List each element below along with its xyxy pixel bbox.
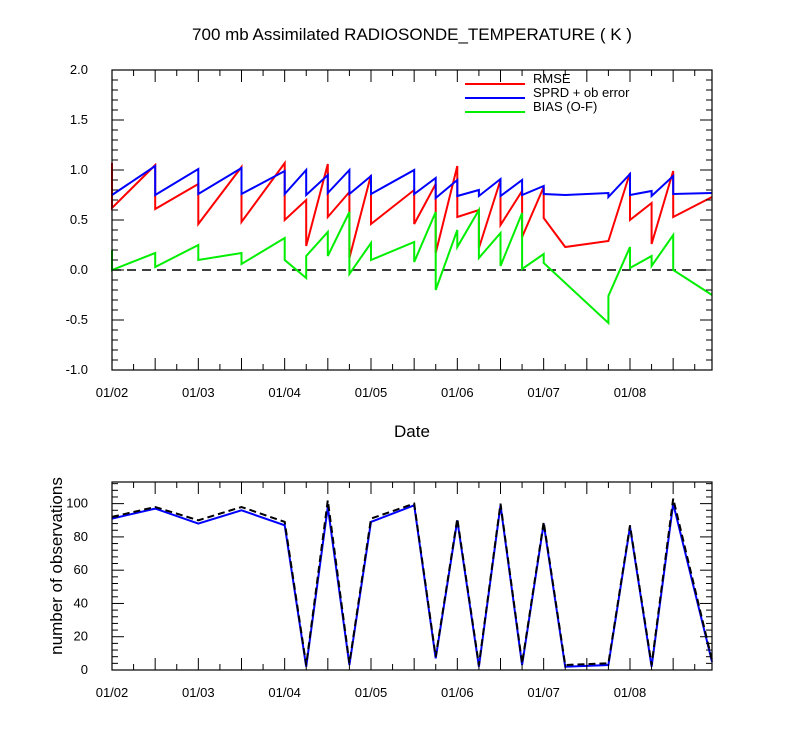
plot-frame [111,481,713,671]
x-tick-label: 01/05 [355,685,388,700]
y-tick-label: 0.0 [70,262,88,277]
y-tick-label: 60 [74,562,88,577]
legend-label-1: RMSE [533,71,571,86]
x-tick-label: 01/08 [614,685,647,700]
series-line-sprd-ob-error [111,164,713,201]
legend-label-2: SPRD + ob error [533,85,630,100]
legend-label-3: BIAS (O-F) [533,99,597,114]
x-tick-label: 01/08 [614,385,647,400]
x-tick-label: 01/04 [268,385,301,400]
x-tick-label: 01/06 [441,385,474,400]
y-tick-label: -0.5 [66,312,88,327]
x-tick-label: 01/03 [182,685,215,700]
x-tick-label: 01/04 [268,685,301,700]
series-line-bias-o-f- [111,206,713,326]
y-tick-label: 20 [74,629,88,644]
chart-title: 700 mb Assimilated RADIOSONDE_TEMPERATUR… [192,25,632,44]
y-tick-label: 100 [66,496,88,511]
series-line-assimilated-observations [111,503,713,668]
y-axis-title: number of observations [47,477,66,655]
series-line-possible-observations [111,498,713,667]
x-axis-title: Date [394,422,430,441]
x-tick-label: 01/07 [527,385,560,400]
x-tick-label: 01/03 [182,385,215,400]
y-tick-label: 40 [74,595,88,610]
y-tick-label: 2.0 [70,62,88,77]
y-tick-label: 1.0 [70,162,88,177]
x-tick-label: 01/06 [441,685,474,700]
x-tick-label: 01/02 [96,685,129,700]
y-tick-label: 0 [81,662,88,677]
x-tick-label: 01/07 [527,685,560,700]
y-tick-label: 1.5 [70,112,88,127]
x-tick-label: 01/05 [355,385,388,400]
y-tick-label: 0.5 [70,212,88,227]
y-tick-label: 80 [74,529,88,544]
y-tick-label: -1.0 [66,362,88,377]
x-tick-label: 01/02 [96,385,129,400]
